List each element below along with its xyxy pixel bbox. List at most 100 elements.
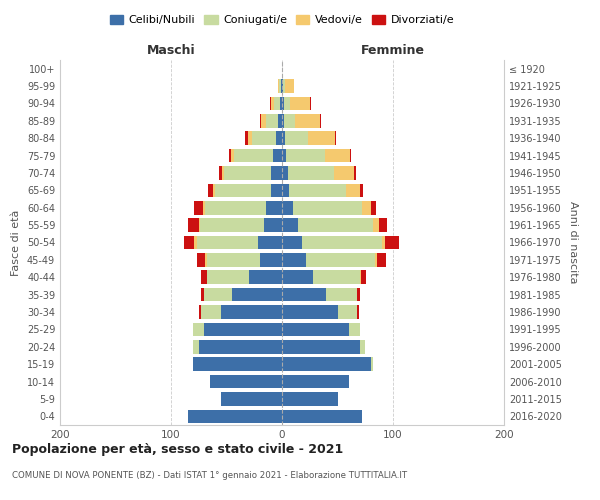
Bar xyxy=(307,253,375,266)
Bar xyxy=(204,322,282,336)
Bar xyxy=(199,218,200,232)
Bar xyxy=(282,166,287,180)
Bar xyxy=(377,253,386,266)
Bar xyxy=(310,96,311,110)
Bar xyxy=(282,184,289,197)
Bar xyxy=(308,132,335,145)
Bar xyxy=(282,288,326,302)
Bar xyxy=(231,149,234,162)
Bar xyxy=(221,305,282,319)
Bar xyxy=(266,114,278,128)
Bar xyxy=(286,132,308,145)
Bar xyxy=(188,218,199,232)
Bar xyxy=(282,96,284,110)
Bar xyxy=(335,132,337,145)
Bar xyxy=(282,201,293,214)
Bar xyxy=(382,236,385,250)
Bar xyxy=(193,358,282,371)
Bar xyxy=(293,201,362,214)
Text: Popolazione per età, sesso e stato civile - 2021: Popolazione per età, sesso e stato civil… xyxy=(12,442,343,456)
Bar xyxy=(201,305,221,319)
Bar xyxy=(346,184,360,197)
Bar xyxy=(201,288,204,302)
Bar xyxy=(286,149,325,162)
Bar xyxy=(208,184,213,197)
Bar xyxy=(221,392,282,406)
Bar xyxy=(266,201,282,214)
Bar xyxy=(282,253,307,266)
Bar xyxy=(260,114,261,128)
Bar xyxy=(282,375,349,388)
Bar xyxy=(379,218,388,232)
Bar xyxy=(287,166,334,180)
Bar xyxy=(206,253,260,266)
Bar xyxy=(245,132,248,145)
Bar xyxy=(205,253,206,266)
Y-axis label: Fasce di età: Fasce di età xyxy=(11,210,21,276)
Bar xyxy=(203,201,205,214)
Legend: Celibi/Nubili, Coniugati/e, Vedovi/e, Divorziati/e: Celibi/Nubili, Coniugati/e, Vedovi/e, Di… xyxy=(106,10,458,30)
Bar xyxy=(194,201,203,214)
Bar xyxy=(229,149,231,162)
Bar xyxy=(213,184,215,197)
Bar xyxy=(334,166,354,180)
Bar xyxy=(197,253,205,266)
Y-axis label: Anni di nascita: Anni di nascita xyxy=(568,201,578,284)
Bar xyxy=(201,270,206,284)
Bar xyxy=(271,166,282,180)
Bar xyxy=(282,340,360,353)
Bar xyxy=(204,288,232,302)
Bar xyxy=(282,270,313,284)
Bar xyxy=(215,184,271,197)
Bar xyxy=(358,288,360,302)
Bar xyxy=(194,236,197,250)
Bar xyxy=(375,253,377,266)
Bar xyxy=(362,201,371,214)
Text: Femmine: Femmine xyxy=(361,44,425,57)
Bar xyxy=(200,218,264,232)
Bar xyxy=(193,322,204,336)
Bar xyxy=(222,166,224,180)
Bar xyxy=(337,305,358,319)
Bar xyxy=(298,218,373,232)
Bar xyxy=(361,270,367,284)
Bar xyxy=(188,410,282,423)
Bar xyxy=(350,149,351,162)
Bar xyxy=(270,96,271,110)
Bar xyxy=(295,114,320,128)
Bar xyxy=(354,166,356,180)
Bar xyxy=(271,184,282,197)
Bar xyxy=(286,80,294,93)
Bar xyxy=(273,149,282,162)
Bar xyxy=(278,114,282,128)
Bar xyxy=(282,132,286,145)
Bar xyxy=(284,114,295,128)
Bar xyxy=(302,236,382,250)
Bar xyxy=(371,201,376,214)
Bar xyxy=(271,96,274,110)
Bar xyxy=(205,201,266,214)
Bar xyxy=(278,80,281,93)
Bar xyxy=(289,184,346,197)
Bar xyxy=(325,149,350,162)
Bar xyxy=(219,166,222,180)
Bar xyxy=(360,270,361,284)
Bar xyxy=(234,149,273,162)
Bar xyxy=(358,305,359,319)
Bar xyxy=(252,132,277,145)
Bar xyxy=(184,236,194,250)
Bar xyxy=(326,288,358,302)
Text: COMUNE DI NOVA PONENTE (BZ) - Dati ISTAT 1° gennaio 2021 - Elaborazione TUTTITAL: COMUNE DI NOVA PONENTE (BZ) - Dati ISTAT… xyxy=(12,471,407,480)
Bar xyxy=(282,358,371,371)
Bar xyxy=(290,96,310,110)
Bar xyxy=(371,358,373,371)
Bar xyxy=(282,218,298,232)
Bar xyxy=(282,236,302,250)
Bar xyxy=(277,132,282,145)
Bar xyxy=(284,96,290,110)
Bar xyxy=(210,375,282,388)
Bar xyxy=(282,114,284,128)
Bar xyxy=(373,218,379,232)
Bar xyxy=(199,305,201,319)
Bar xyxy=(385,236,398,250)
